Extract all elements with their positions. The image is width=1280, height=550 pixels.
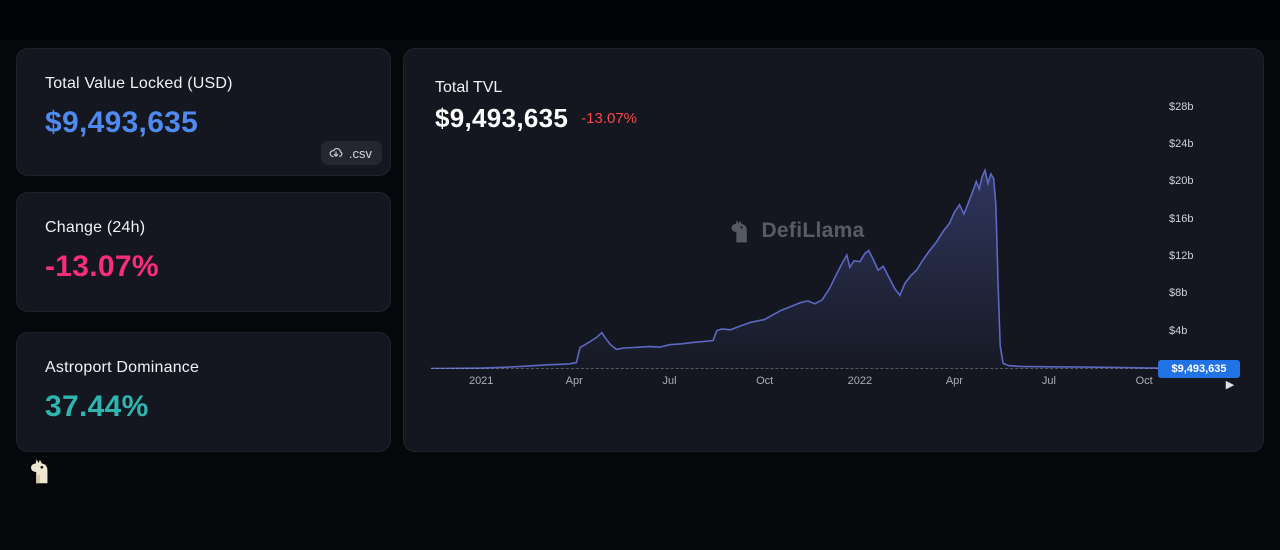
x-axis-tick: Jul	[1041, 375, 1056, 387]
tvl-card: Total Value Locked (USD) $9,493,635 .csv	[16, 48, 391, 176]
dominance-card-value: 37.44%	[45, 390, 149, 423]
tvl-card-value: $9,493,635	[45, 106, 199, 139]
chart-svg	[431, 167, 1158, 369]
chart-current-value: $9,493,635	[435, 103, 569, 133]
llama-favicon	[24, 456, 54, 486]
tvl-chart-panel: Total TVL $9,493,635 -13.07% DefiLlama	[403, 48, 1264, 452]
x-axis-tick: Oct	[756, 375, 774, 387]
chart-change-percent: -13.07%	[581, 110, 638, 127]
dominance-card-title: Astroport Dominance	[45, 359, 200, 376]
x-axis-tick: Apr	[945, 375, 963, 387]
download-cloud-icon	[329, 146, 343, 160]
change-card-title: Change (24h)	[45, 219, 146, 236]
y-axis-tick: $4b	[1169, 324, 1188, 337]
top-strip	[0, 0, 1280, 40]
tvl-area-chart[interactable]: DefiLlama	[431, 89, 1158, 369]
tvl-series-line	[431, 167, 1158, 369]
y-axis: $4b $8b $12b $16b $20b $24b $28b	[1169, 89, 1259, 369]
y-axis-tick: $8b	[1169, 287, 1188, 300]
download-csv-label: .csv	[348, 145, 372, 161]
x-axis: 2021 Apr Jul Oct 2022 Apr Jul Oct	[431, 375, 1158, 391]
download-csv-button[interactable]: .csv	[320, 141, 382, 165]
y-axis-tick: $16b	[1169, 212, 1194, 225]
x-axis-tick: 2021	[468, 375, 494, 387]
x-axis-tick: Jul	[662, 375, 677, 387]
y-axis-tick: $24b	[1169, 138, 1194, 150]
chart-value-row: $9,493,635 -13.07%	[435, 103, 637, 134]
y-axis-tick: $12b	[1169, 250, 1194, 262]
replay-chart-icon[interactable]: ▶	[1225, 378, 1235, 391]
change-card: Change (24h) -13.07%	[16, 192, 391, 312]
change-card-value: -13.07%	[45, 250, 159, 283]
y-axis-tick: $28b	[1169, 100, 1194, 113]
dominance-card: Astroport Dominance 37.44%	[16, 332, 391, 452]
x-axis-tick: Oct	[1135, 375, 1153, 387]
tvl-card-title: Total Value Locked (USD)	[45, 75, 233, 92]
tvl-series-area	[431, 170, 1158, 369]
x-axis-tick: Apr	[565, 375, 583, 387]
current-value-dashed-line	[431, 368, 1158, 369]
chart-title: Total TVL	[435, 79, 503, 96]
y-axis-tick: $20b	[1169, 175, 1194, 188]
x-axis-tick: 2022	[847, 375, 873, 387]
current-value-badge: $9,493,635	[1158, 360, 1240, 378]
